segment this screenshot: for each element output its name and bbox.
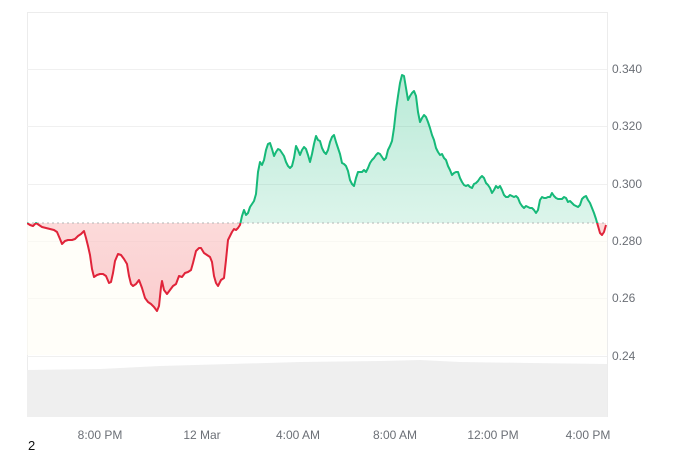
price-line-up <box>27 74 599 223</box>
y-tick-label: 0.26 <box>612 291 636 306</box>
y-tick-label: 0.280 <box>612 233 643 248</box>
x-tick-label: 4:00 AM <box>275 428 321 442</box>
volume-area <box>27 360 607 417</box>
y-tick-label: 0.320 <box>612 119 643 134</box>
x-tick-label: 8:00 PM <box>77 428 123 442</box>
x-tick-label: 8:00 AM <box>372 428 418 442</box>
corner-label: 2 <box>28 438 36 453</box>
price-area-below-baseline <box>27 223 606 311</box>
x-tick-label: 4:00 PM <box>565 428 611 442</box>
price-line-down <box>27 223 607 312</box>
x-tick-label: 12:00 PM <box>467 428 519 442</box>
y-tick-label: 0.340 <box>612 62 643 76</box>
price-area-above-baseline <box>27 75 606 223</box>
y-tick-label: 0.24 <box>612 348 636 363</box>
y-tick-label: 0.300 <box>612 176 643 191</box>
x-tick-label: 12 Mar <box>183 428 221 442</box>
